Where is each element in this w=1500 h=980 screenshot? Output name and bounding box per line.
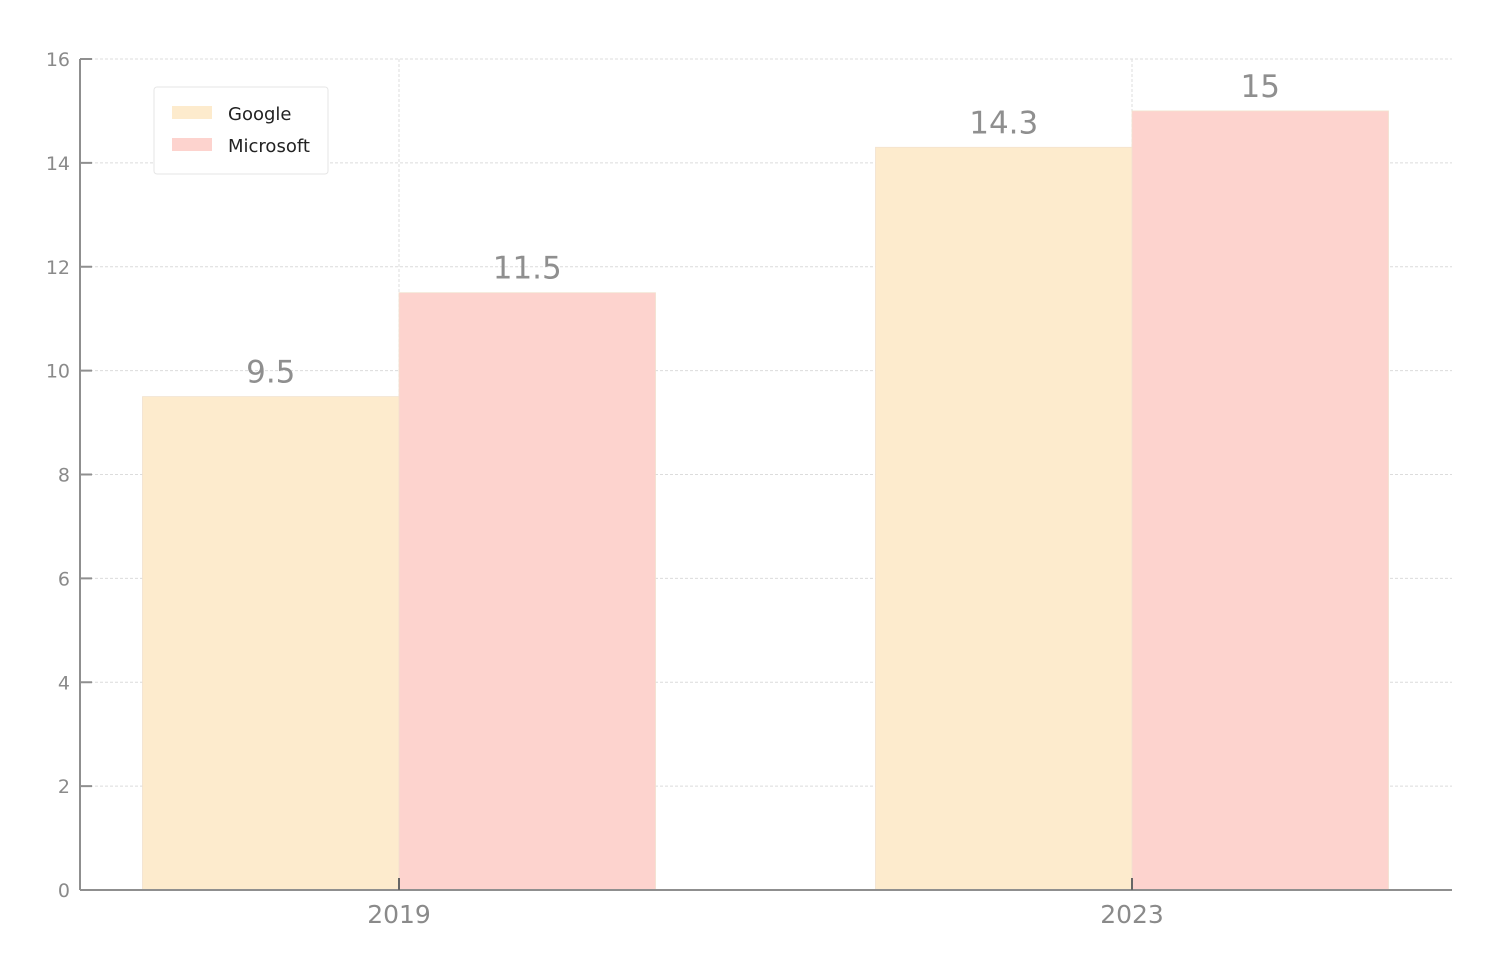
y-tick-label: 12 [46, 257, 70, 279]
legend-swatch-microsoft [172, 138, 212, 151]
data-label: 9.5 [246, 355, 295, 391]
y-tick-label: 4 [58, 672, 70, 694]
bar-google-2019 [142, 396, 400, 891]
x-tick-label: 2023 [1100, 900, 1164, 929]
y-tick-label: 16 [46, 49, 70, 71]
x-tick-label: 2019 [367, 900, 431, 929]
y-tick-label: 2 [58, 776, 70, 798]
y-tick-label: 8 [58, 465, 70, 487]
y-tick-label: 10 [46, 361, 70, 383]
y-tick-label: 0 [58, 880, 70, 902]
data-label: 11.5 [493, 251, 562, 287]
bars-layer [142, 110, 1389, 891]
y-tick-label: 6 [58, 568, 70, 590]
legend-box [153, 86, 329, 175]
legend-label-microsoft: Microsoft [228, 136, 310, 157]
data-label: 15 [1241, 69, 1280, 105]
legend: Google Microsoft [153, 86, 329, 175]
bar-microsoft-2023 [1131, 110, 1389, 891]
bar-microsoft-2019 [398, 292, 656, 891]
bar-google-2023 [875, 146, 1133, 891]
labels-layer: 9.5 14.3 11.5 15 [246, 69, 1280, 391]
legend-label-google: Google [228, 104, 291, 125]
y-tick-label: 14 [46, 153, 70, 175]
axes-layer: 0 2 4 6 8 10 12 14 16 2019 2023 [46, 49, 1452, 929]
legend-swatch-google [172, 106, 212, 119]
data-label: 14.3 [969, 105, 1038, 141]
